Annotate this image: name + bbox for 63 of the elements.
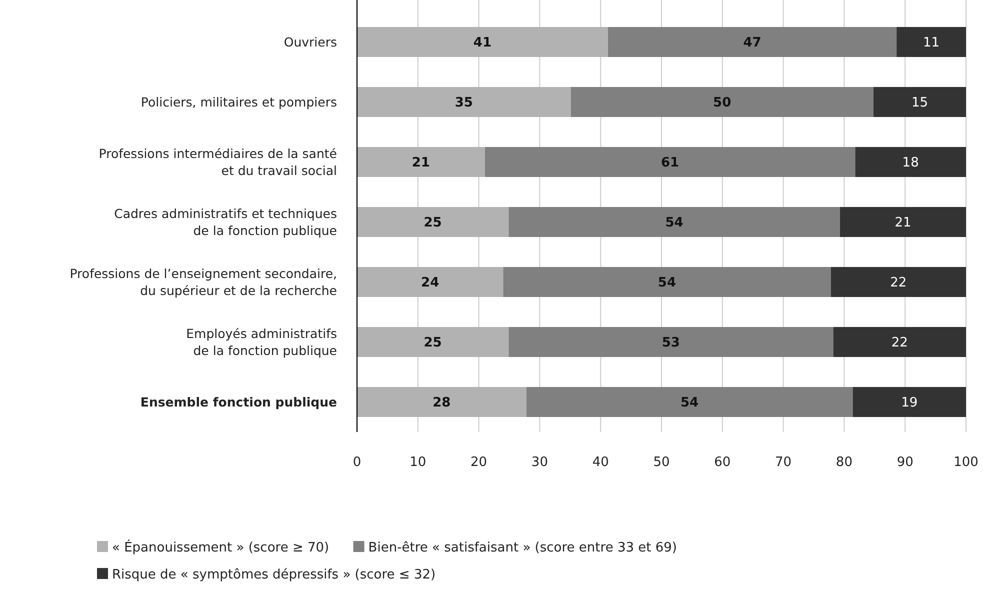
bar xyxy=(873,87,966,117)
x-tick-label: 50 xyxy=(653,455,670,470)
y-tick-label: Policiers, militaires et pompiers xyxy=(140,94,337,110)
bar xyxy=(508,327,834,357)
legend-label: Risque de « symptômes dépressifs » (score ≤ 32) xyxy=(112,568,436,583)
bar xyxy=(484,147,856,177)
y-tick-label: Professions intermédiaires de la santé et du travail social xyxy=(98,146,338,178)
bar xyxy=(830,267,966,297)
data-label: 21 xyxy=(412,156,430,171)
data-label: 25 xyxy=(424,216,442,231)
x-tick-label: 0 xyxy=(352,455,362,470)
bar xyxy=(526,387,853,417)
data-label: 15 xyxy=(911,96,928,111)
data-label: 54 xyxy=(680,396,699,411)
legend-label: Bien-être « satisfaisant » (score entre 33 et 69) xyxy=(368,540,677,556)
y-tick-label: Professions de l’enseignement secondaire, du supérieur et de la recherche xyxy=(70,266,338,298)
data-label: 24 xyxy=(421,276,440,291)
x-tick-label: 30 xyxy=(531,455,548,470)
data-label: 28 xyxy=(432,396,451,411)
data-label: 35 xyxy=(454,96,473,111)
x-tick-label: 40 xyxy=(592,455,609,470)
data-label: 47 xyxy=(743,36,762,51)
data-label: 50 xyxy=(713,96,732,111)
bar xyxy=(833,327,966,357)
x-tick-label: 60 xyxy=(714,455,731,470)
y-tick-label: Employés administratifs de la fonction publique xyxy=(186,326,338,358)
y-tick-label: Ouvriers xyxy=(284,34,337,50)
data-label: 41 xyxy=(473,36,492,51)
x-tick-label: 70 xyxy=(775,455,792,470)
data-label: 21 xyxy=(894,216,912,231)
bar xyxy=(852,387,966,417)
x-tick-label: 100 xyxy=(954,455,978,470)
data-label: 19 xyxy=(901,396,918,411)
data-label: 22 xyxy=(890,276,907,291)
data-label: 53 xyxy=(662,336,680,351)
bar xyxy=(357,27,608,57)
bar xyxy=(896,27,966,57)
x-tick-label: 90 xyxy=(896,455,914,470)
bar xyxy=(357,267,504,297)
bar xyxy=(855,147,966,177)
bar xyxy=(608,27,897,57)
y-tick-label: Ensemble fonction publique xyxy=(140,394,337,410)
bar xyxy=(840,207,966,237)
data-label: 18 xyxy=(902,156,919,171)
bar xyxy=(357,327,509,357)
x-tick-label: 20 xyxy=(470,455,488,470)
bar xyxy=(357,387,526,417)
bar xyxy=(503,267,831,297)
bar xyxy=(508,207,840,237)
bar xyxy=(357,147,485,177)
bar xyxy=(357,87,571,117)
x-tick-label: 10 xyxy=(410,455,426,470)
y-tick-label: Cadres administratifs et techniques de la fonction publique xyxy=(114,206,338,238)
legend-label: « Épanouissement » (score ≥ 70) xyxy=(112,538,330,556)
data-label: 25 xyxy=(424,336,442,351)
data-label: 11 xyxy=(923,36,940,51)
data-label: 54 xyxy=(665,216,684,231)
data-label: 22 xyxy=(891,336,908,351)
data-label: 54 xyxy=(658,276,676,291)
x-tick-label: 80 xyxy=(836,455,852,470)
data-label: 61 xyxy=(660,156,680,171)
bar xyxy=(570,87,874,117)
bar xyxy=(357,207,509,237)
